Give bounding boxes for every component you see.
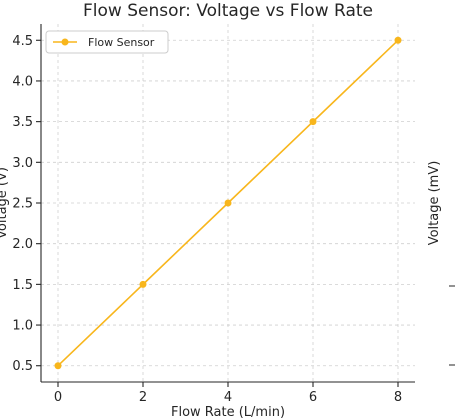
data-point <box>394 36 402 44</box>
chart-title: Flow Sensor: Voltage vs Flow Rate <box>83 1 373 21</box>
legend-entry: Flow Sensor <box>88 36 155 49</box>
y-axis-label: Voltage (V) <box>0 167 10 239</box>
data-point <box>224 199 232 207</box>
y-ticks: 0.5 1.0 1.5 2.0 2.5 3.0 3.5 4.0 4.5 <box>12 34 41 374</box>
y-tick-label: 0.5 <box>12 359 33 374</box>
y-tick-label: 1.5 <box>12 278 33 293</box>
y-tick-label: 2.5 <box>12 197 33 212</box>
legend-box <box>45 30 169 54</box>
x-ticks: 0 2 4 6 8 <box>54 382 402 405</box>
y-tick-label: 3.5 <box>12 115 33 130</box>
series-layer <box>54 36 402 370</box>
legend-dot-marker <box>61 38 69 46</box>
data-point <box>54 362 62 370</box>
x-tick-label: 2 <box>139 390 147 405</box>
y-tick-label: 1.0 <box>12 319 33 334</box>
y-tick-label: 3.0 <box>12 156 33 171</box>
data-point <box>309 118 317 126</box>
x-axis-label: Flow Rate (L/min) <box>171 405 285 420</box>
y-tick-label: 4.5 <box>12 34 33 49</box>
secondary-y-axis-label: Voltage (mV) <box>427 161 442 246</box>
legend: Flow Sensor <box>45 30 169 54</box>
y-tick-label: 4.0 <box>12 74 33 89</box>
y-tick-label: 2.0 <box>12 237 33 252</box>
x-tick-label: 6 <box>309 390 317 405</box>
x-tick-label: 4 <box>224 390 232 405</box>
x-tick-label: 0 <box>54 390 62 405</box>
x-tick-label: 8 <box>394 390 402 405</box>
data-point <box>139 280 147 288</box>
